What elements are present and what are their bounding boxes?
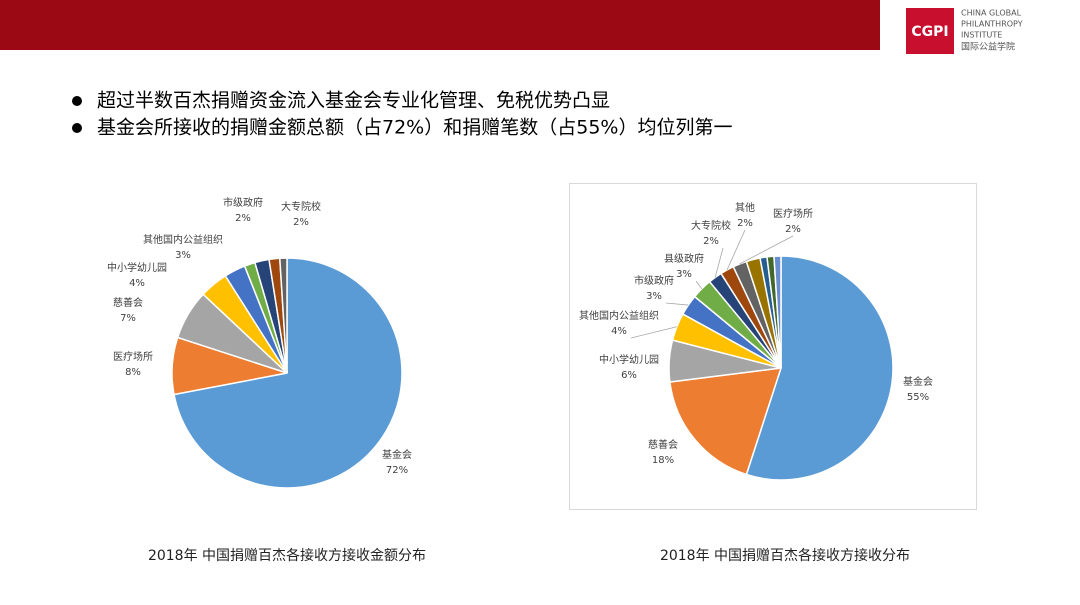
slice-label: 市级政府 — [223, 196, 263, 209]
slice-label: 大专院校 — [691, 219, 731, 232]
slice-value-label: 4% — [129, 278, 145, 289]
slice-label: 慈善会 — [648, 438, 678, 451]
bullet-dot — [72, 96, 82, 106]
logo-mark: CGPI — [911, 24, 948, 40]
slice-value-label: 2% — [293, 217, 309, 228]
pie-slice — [669, 367, 783, 476]
slice-value-label: 3% — [676, 269, 692, 280]
slice-value-label: 7% — [120, 313, 136, 324]
slice-label: 其他 — [735, 201, 755, 214]
slice-value-label: 4% — [611, 326, 627, 337]
bullet: 超过半数百杰捐赠资金流入基金会专业化管理、免税优势凸显 — [97, 90, 610, 112]
slice-label: 中小学幼儿园 — [599, 353, 659, 366]
chart-title: 2018年 中国捐赠百杰各接收方接收分布 — [660, 547, 910, 564]
leader-line — [726, 229, 746, 271]
slice-value-label: 6% — [621, 370, 637, 381]
chart-frame — [569, 183, 977, 510]
slice-value-label: 3% — [646, 291, 662, 302]
slice-label: 县级政府 — [664, 252, 704, 265]
logo-line: 国际公益学院 — [961, 41, 1015, 53]
slice-value-label: 3% — [175, 250, 191, 261]
slice-label: 中小学幼儿园 — [107, 261, 167, 274]
slice-value-label: 55% — [907, 392, 929, 403]
slice-value-label: 2% — [737, 218, 753, 229]
slice-label: 大专院校 — [281, 200, 321, 213]
leader-line — [630, 326, 677, 339]
chart-title: 2018年 中国捐赠百杰各接收方接收金额分布 — [148, 547, 426, 564]
pie-slice — [773, 255, 782, 369]
leader-line — [665, 302, 689, 306]
slice-label: 基金会 — [903, 375, 933, 388]
leader-line — [695, 280, 703, 290]
slice-label: 其他国内公益组织 — [143, 233, 223, 246]
slice-value-label: 8% — [125, 367, 141, 378]
slice-label: 医疗场所 — [773, 207, 813, 220]
slice-value-label: 2% — [235, 213, 251, 224]
header-bar — [0, 0, 880, 50]
bullet: 基金会所接收的捐赠金额总额（占72%）和捐赠笔数（占55%）均位列第一 — [97, 117, 732, 139]
leader-line — [739, 235, 794, 265]
slice-label: 基金会 — [382, 448, 412, 461]
slice-value-label: 72% — [386, 465, 408, 476]
slice-label: 慈善会 — [113, 296, 143, 309]
slice-value-label: 18% — [652, 455, 674, 466]
logo-line: PHILANTHROPY — [961, 20, 1023, 29]
leader-line — [714, 247, 724, 278]
pie-slice — [745, 255, 894, 481]
slice-value-label: 2% — [785, 224, 801, 235]
slice-label: 其他国内公益组织 — [579, 309, 659, 322]
logo-box — [906, 8, 954, 54]
logo-line: INSTITUTE — [961, 31, 1002, 40]
bullet-dot — [72, 123, 82, 133]
slice-value-label: 2% — [703, 236, 719, 247]
slice-label: 医疗场所 — [113, 350, 153, 363]
pie-slice — [173, 257, 403, 489]
pie-slice — [278, 257, 288, 374]
logo-line: CHINA GLOBAL — [961, 9, 1022, 18]
slice-label: 市级政府 — [634, 274, 674, 287]
